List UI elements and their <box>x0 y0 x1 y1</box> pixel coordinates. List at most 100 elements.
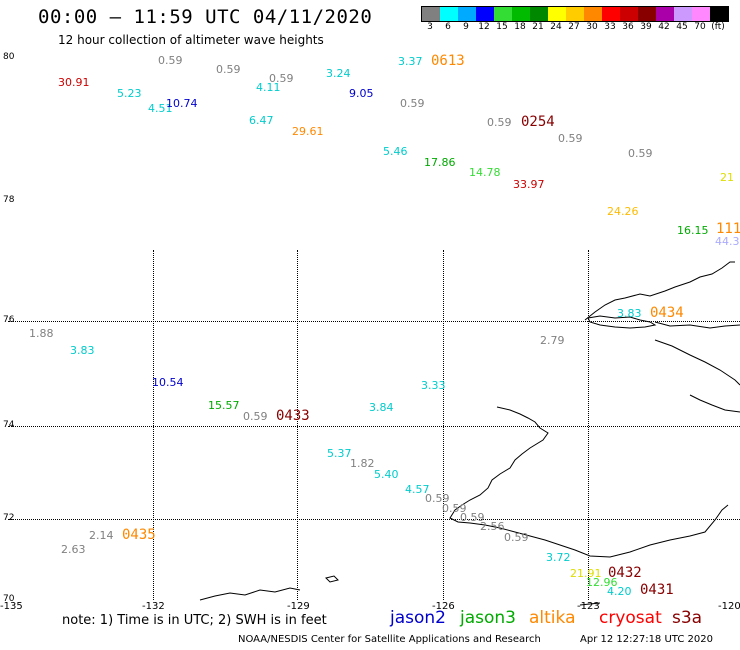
wave-height-value: 4.20 <box>607 585 632 598</box>
coastline-river-mouth <box>579 602 601 606</box>
wave-height-value: 2.63 <box>61 543 86 556</box>
legend-swatch <box>458 7 476 21</box>
satellite-name-cryosat: cryosat <box>599 608 662 628</box>
wave-height-value: 21.91 <box>570 567 602 580</box>
lat-label-80: 80 <box>3 52 15 62</box>
pass-time-label: 0433 <box>276 408 310 424</box>
wave-height-value: 4.51 <box>148 102 173 115</box>
wave-height-value: 4.11 <box>256 81 281 94</box>
color-scale-legend <box>421 6 729 22</box>
wave-height-value: 2.56 <box>480 520 505 533</box>
wave-height-value: 0.59 <box>243 410 268 423</box>
legend-swatch <box>422 7 440 21</box>
legend-swatch <box>584 7 602 21</box>
pass-time-label: 0434 <box>650 305 684 321</box>
coastline-east <box>654 321 740 329</box>
legend-swatch <box>674 7 692 21</box>
lat-label-78: 78 <box>3 195 15 205</box>
pass-time-label: 0432 <box>608 565 642 581</box>
legend-label: (ft) <box>711 22 725 32</box>
wave-height-value: 3.84 <box>369 401 394 414</box>
legend-label: 15 <box>496 22 508 32</box>
legend-label: 36 <box>622 22 634 32</box>
coastline-island <box>587 315 657 329</box>
wave-height-value: 5.40 <box>374 468 399 481</box>
wave-height-value: 0.59 <box>425 492 450 505</box>
legend-label: 45 <box>676 22 688 32</box>
wave-height-value: 21 <box>720 171 734 184</box>
legend-label: 27 <box>568 22 580 32</box>
coastline-east-bay <box>689 394 740 413</box>
legend-swatch <box>566 7 584 21</box>
grid-line-lat-76 <box>8 321 740 322</box>
legend-swatch <box>656 7 674 21</box>
lon-label-135: -135 <box>0 601 23 612</box>
wave-height-value: 0.59 <box>504 531 529 544</box>
wave-height-value: 0.59 <box>216 63 241 76</box>
wave-height-value: 0.59 <box>487 116 512 129</box>
wave-height-value: 2.14 <box>89 529 114 542</box>
wave-height-value: 5.23 <box>117 87 142 100</box>
grid-line-lon-129 <box>297 250 298 600</box>
legend-swatch <box>602 7 620 21</box>
wave-height-value: 3.24 <box>326 67 351 80</box>
legend-label: 70 <box>694 22 706 32</box>
satellite-name-jason3: jason3 <box>460 608 516 628</box>
grid-line-lat-74 <box>8 426 740 427</box>
wave-height-value: 16.15 <box>677 224 709 237</box>
grid-line-lon-132 <box>153 250 154 600</box>
wave-height-value: 10.54 <box>152 376 184 389</box>
legend-swatch <box>638 7 656 21</box>
wave-height-value: 24.26 <box>607 205 639 218</box>
legend-label: 6 <box>445 22 451 32</box>
legend-label: 12 <box>478 22 490 32</box>
wave-height-value: 0.59 <box>158 54 183 67</box>
coastline-northeast <box>584 261 735 321</box>
legend-label: 39 <box>640 22 652 32</box>
wave-height-value: 6.47 <box>249 114 274 127</box>
legend-label: 33 <box>604 22 616 32</box>
coastline-mainland <box>449 406 729 558</box>
lon-label-120: -120 <box>718 601 740 612</box>
lat-label-74: 74 <box>3 420 15 430</box>
grid-line-lon-126 <box>443 250 444 600</box>
legend-label: 24 <box>550 22 562 32</box>
pass-time-label: 111 <box>716 221 740 237</box>
wave-height-value: 3.83 <box>617 307 642 320</box>
pass-time-label: 0613 <box>431 53 465 69</box>
wave-height-value: 30.91 <box>58 76 90 89</box>
wave-height-value: 0.59 <box>460 511 485 524</box>
wave-height-value: 29.61 <box>292 125 324 138</box>
legend-swatch <box>494 7 512 21</box>
wave-height-value: 44.3 <box>715 235 740 248</box>
legend-swatch <box>710 7 728 21</box>
wave-height-value: 1.82 <box>350 457 375 470</box>
map-subtitle: 12 hour collection of altimeter wave hei… <box>58 33 324 47</box>
wave-height-value: 3.37 <box>398 55 423 68</box>
lon-label-132: -132 <box>142 601 165 612</box>
wave-height-value: 4.57 <box>405 483 430 496</box>
pass-time-label: 0435 <box>122 527 156 543</box>
legend-swatch <box>548 7 566 21</box>
coastline-east-lower <box>654 339 740 386</box>
legend-swatch <box>620 7 638 21</box>
legend-label: 30 <box>586 22 598 32</box>
wave-height-value: 17.86 <box>424 156 456 169</box>
wave-height-value: 0.59 <box>269 72 294 85</box>
pass-time-label: 0431 <box>640 582 674 598</box>
coastline-alaska <box>199 587 301 601</box>
satellite-name-s3a: s3a <box>672 608 703 628</box>
legend-label: 3 <box>427 22 433 32</box>
satellite-name-altika: altika <box>529 608 576 628</box>
lat-label-70: 70 <box>3 594 15 604</box>
legend-label: 9 <box>463 22 469 32</box>
footer-timestamp: Apr 12 12:27:18 UTC 2020 <box>580 634 713 645</box>
wave-height-value: 0.59 <box>558 132 583 145</box>
lon-label-126: -126 <box>432 601 455 612</box>
legend-swatch <box>440 7 458 21</box>
legend-swatch <box>512 7 530 21</box>
lon-label-123: -123 <box>577 601 600 612</box>
wave-height-value: 12.96 <box>586 576 618 589</box>
wave-height-value: 10.74 <box>166 97 198 110</box>
map-title: 00:00 – 11:59 UTC 04/11/2020 <box>38 6 373 28</box>
